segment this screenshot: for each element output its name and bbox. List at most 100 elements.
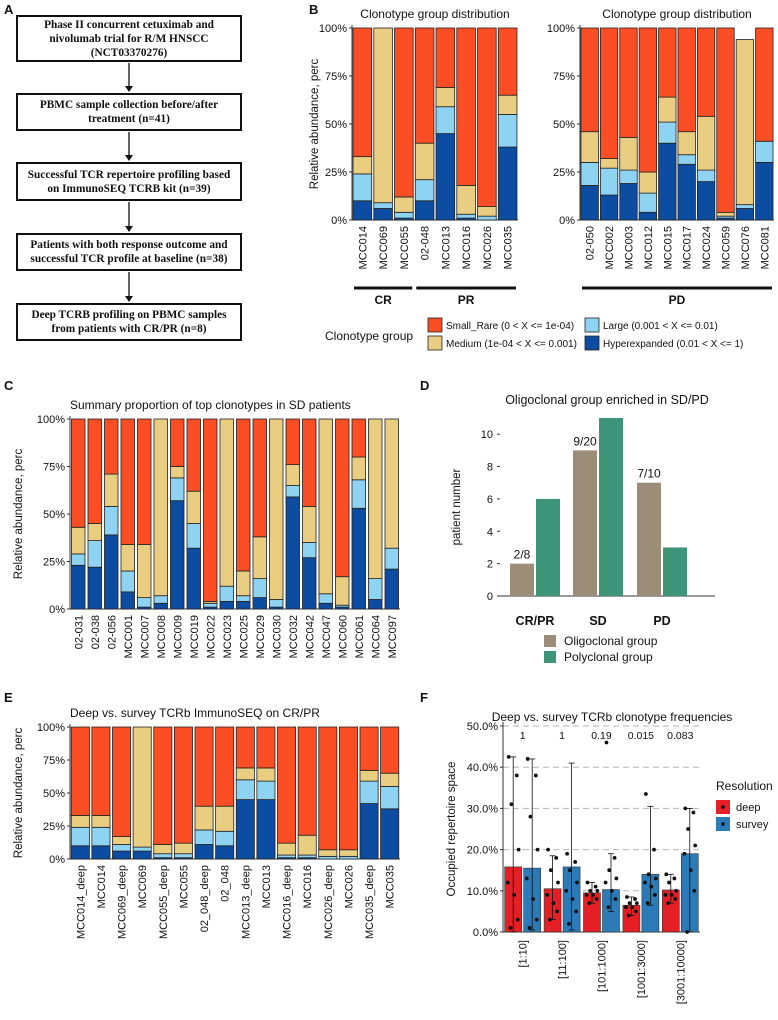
data-point [633, 897, 637, 901]
bar-segment-large [373, 202, 393, 209]
bar-segment-small-rare [235, 726, 255, 769]
bar-segment-large [580, 161, 599, 186]
data-point [505, 880, 510, 885]
bar-segment-large [619, 169, 638, 184]
x-tick-label: MCC069 [137, 865, 149, 908]
chart-title: Clonotype group distribution [360, 7, 509, 21]
bar-segment-medium [380, 772, 400, 787]
bar-segment-medium [132, 726, 152, 848]
bar-segment-medium [351, 456, 366, 481]
data-point [626, 913, 631, 918]
data-point [587, 901, 592, 906]
x-tick-label: MCC030 [271, 615, 283, 658]
y-axis-title: Relative abundance, perc [13, 728, 25, 859]
y-tick-label: 75% [43, 462, 65, 474]
y-axis-title: Occupied repertoire space [446, 762, 458, 897]
bar-segment-small-rare [153, 726, 173, 845]
flow-step-tcr-profiling: Successful TCR repertoire profiling base… [16, 162, 242, 201]
bar-segment-hyperexpanded [580, 185, 599, 221]
bar-segment-large [599, 167, 619, 196]
bar-segment-hyperexpanded [194, 844, 214, 860]
legend-swatch-polyclonal [544, 651, 556, 663]
data-point [634, 909, 638, 914]
bar-segment-medium [497, 94, 518, 115]
legend-swatch-dot [721, 822, 725, 826]
bar-segment-small-rare [658, 27, 677, 98]
bar-segment-hyperexpanded [215, 845, 235, 860]
flow-arrow-head [125, 226, 133, 232]
x-tick-label: 02-050 [585, 226, 597, 260]
x-tick-label: MCC025 [238, 615, 250, 658]
x-tick-label: MCC081 [759, 226, 771, 269]
bar-segment-hyperexpanded [696, 181, 716, 221]
bar-segment-hyperexpanded [170, 500, 185, 610]
bar-segment-small-rare [435, 27, 456, 88]
bar-segment-small-rare [137, 418, 152, 545]
bar-segment-large [104, 505, 119, 536]
group-label-cr: CR [374, 293, 392, 307]
bar-segment-medium [215, 805, 235, 832]
data-point [591, 893, 595, 897]
bar-segment-large [256, 780, 276, 800]
y-tick-label: 75% [325, 71, 347, 83]
data-point [606, 905, 611, 910]
chart-title: Clonotype group distribution [602, 7, 751, 21]
y-tick-label: 6 [487, 494, 493, 506]
y-tick-label: 20.0% [467, 845, 498, 857]
bar-segment-medium [335, 576, 350, 606]
bar-segment-medium [338, 849, 358, 857]
data-point [515, 917, 520, 922]
bar-segment-hyperexpanded [104, 534, 119, 610]
bar-segment-large [368, 578, 383, 600]
bar-segment-medium [285, 464, 300, 486]
x-tick-label: 02-056 [106, 615, 118, 649]
bar-segment-medium [368, 418, 383, 580]
bar-segment-large [638, 192, 658, 213]
data-point [682, 851, 687, 856]
bar-segment-small-rare [696, 27, 716, 117]
bar-segment-small-rare [91, 726, 111, 816]
x-tick-label: MCC042 [304, 615, 316, 658]
bar-segment-medium [716, 211, 735, 217]
y-tick-label: 25% [553, 167, 575, 179]
data-point [630, 905, 635, 910]
bar-segment-large [120, 570, 135, 593]
bar-segment-large [137, 597, 152, 608]
bar-segment-large [658, 121, 677, 144]
panel-label-c: C [4, 378, 14, 393]
bar-segment-hyperexpanded [755, 161, 774, 221]
x-tick-label: MCC061 [354, 615, 366, 658]
y-tick-label: 50% [43, 509, 65, 521]
bar-segment-medium [302, 505, 317, 543]
bar-segment-small-rare [318, 726, 338, 851]
data-point [548, 868, 553, 873]
bar-segment-hyperexpanded [359, 803, 379, 860]
bar-segment-hyperexpanded [352, 200, 373, 221]
bar-segment-small-rare [186, 418, 201, 492]
data-point [653, 876, 658, 881]
data-point [692, 888, 697, 893]
x-tick-label: MCC032 [288, 615, 300, 658]
legend-label-large: Large (0.001 < X <= 0.01) [603, 321, 718, 332]
bar-segment-hyperexpanded [285, 496, 300, 610]
bar-segment-small-rare [599, 27, 619, 159]
bar-segment-small-rare [215, 726, 235, 807]
data-point [512, 893, 516, 897]
bar-segment-small-rare [297, 726, 317, 836]
panel-label-a: A [4, 2, 14, 17]
bar-segment-hyperexpanded [658, 142, 677, 221]
x-tick-label: MCC016 [461, 226, 473, 269]
x-tick-label: [101:1000] [597, 940, 609, 992]
bar-segment-medium [236, 570, 251, 597]
bar-segment-large [394, 211, 414, 219]
bar-segment-medium [435, 87, 456, 108]
x-tick-label: 02_048 [220, 865, 232, 902]
flow-step-deep-profiling: Deep TCRB profiling on PBMC samples from… [16, 303, 242, 341]
bar-segment-small-rare [677, 27, 696, 133]
legend-swatch-large [584, 317, 600, 333]
data-point [524, 876, 529, 881]
data-point [672, 876, 677, 881]
x-tick-label: MCC009 [172, 615, 184, 658]
panel-label-d: D [420, 378, 430, 393]
